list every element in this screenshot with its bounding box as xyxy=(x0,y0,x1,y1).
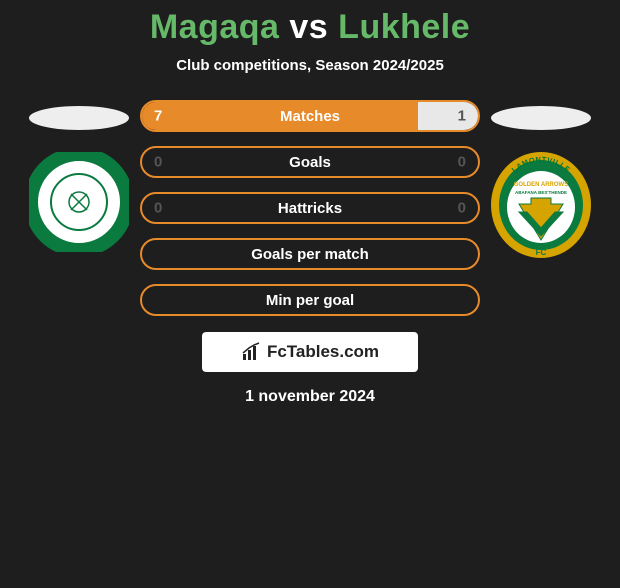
date-text: 1 november 2024 xyxy=(0,388,620,406)
subtitle: Club competitions, Season 2024/2025 xyxy=(0,57,620,74)
stat-value-right: 1 xyxy=(458,108,466,125)
player2-ellipse xyxy=(491,106,591,130)
stat-value-left: 0 xyxy=(154,200,162,217)
stat-row-goals-per-match: Goals per match xyxy=(140,238,480,270)
player1-name: Magaqa xyxy=(150,8,280,46)
player1-ellipse xyxy=(29,106,129,130)
stat-row-matches: Matches 7 1 xyxy=(140,100,480,132)
stat-label: Min per goal xyxy=(266,292,354,309)
club1-crest-svg: BLOEMFONTEIN CELTIC FOOTBALL CLUB xyxy=(29,152,129,252)
stat-row-min-per-goal: Min per goal xyxy=(140,284,480,316)
stat-row-hattricks: Hattricks 0 0 xyxy=(140,192,480,224)
stat-label: Goals per match xyxy=(251,246,369,263)
svg-text:FC: FC xyxy=(536,248,547,257)
club1-crest: BLOEMFONTEIN CELTIC FOOTBALL CLUB xyxy=(29,152,129,257)
svg-text:GOLDEN ARROWS: GOLDEN ARROWS xyxy=(514,182,568,188)
stat-row-goals: Goals 0 0 xyxy=(140,146,480,178)
comparison-title: Magaqa vs Lukhele xyxy=(0,8,620,47)
stats-area: BLOEMFONTEIN CELTIC FOOTBALL CLUB Matche… xyxy=(0,100,620,316)
vs-text: vs xyxy=(289,8,328,46)
attribution-text: FcTables.com xyxy=(267,342,379,362)
stat-label: Matches xyxy=(280,108,340,125)
club2-crest-svg: LAMONTVILLE GOLDEN ARROWS ABAFANA BES'TH… xyxy=(489,152,593,266)
stat-value-left: 7 xyxy=(154,108,162,125)
stat-fill-right xyxy=(418,102,478,130)
stat-value-right: 0 xyxy=(458,154,466,171)
stat-label: Goals xyxy=(289,154,331,171)
player2-name: Lukhele xyxy=(338,8,470,46)
stat-value-left: 0 xyxy=(154,154,162,171)
chart-icon xyxy=(241,342,261,362)
stat-bars: Matches 7 1 Goals 0 0 Hattricks 0 0 Goals per mat… xyxy=(140,100,480,316)
attribution-badge: FcTables.com xyxy=(202,332,418,372)
stat-value-right: 0 xyxy=(458,200,466,217)
right-badge-column: LAMONTVILLE GOLDEN ARROWS ABAFANA BES'TH… xyxy=(486,100,596,271)
left-badge-column: BLOEMFONTEIN CELTIC FOOTBALL CLUB xyxy=(24,100,134,257)
svg-text:ABAFANA BES'THENDE: ABAFANA BES'THENDE xyxy=(515,190,567,195)
stat-label: Hattricks xyxy=(278,200,342,217)
club2-crest: LAMONTVILLE GOLDEN ARROWS ABAFANA BES'TH… xyxy=(489,152,593,271)
